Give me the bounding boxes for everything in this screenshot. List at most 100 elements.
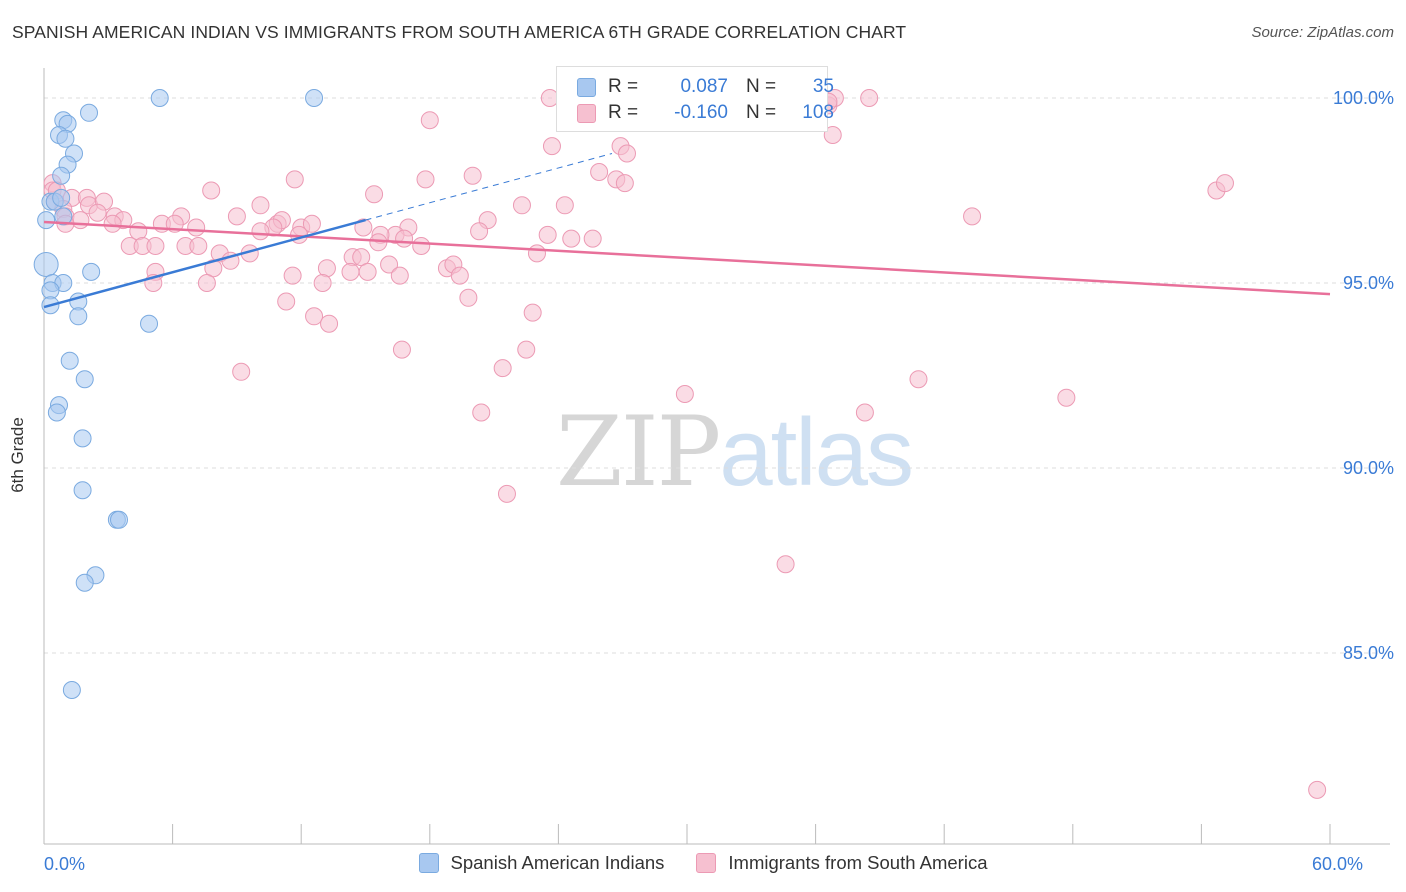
data-point-immigrants [365,185,384,204]
data-point-spanish-american-indian [52,188,71,207]
source-label: Source: ZipAtlas.com [1251,24,1394,41]
data-point-immigrants [675,385,694,403]
legend-n-label: N = [746,102,777,123]
legend-label: Immigrants from South America [728,852,988,873]
x-tick-label: 0.0% [44,854,85,874]
legend-n-label: N = [746,76,777,97]
data-point-immigrants [341,262,360,281]
data-point-spanish-american-indian [62,681,81,699]
correlation-legend: R = 0.087 N = 35 R = -0.160 N = 108 [556,66,834,132]
data-point-immigrants [103,214,122,233]
chart-title: SPANISH AMERICAN INDIAN VS IMMIGRANTS FR… [12,22,907,42]
data-point-immigrants [555,196,574,215]
data-point-immigrants [463,166,482,185]
legend-n-value: 35 [812,76,834,97]
data-point-immigrants [416,170,435,189]
legend-r-label: R = [608,102,639,123]
data-point-immigrants [615,174,634,193]
data-point-immigrants [493,359,512,378]
legend-row-blue: R = 0.087 N = 35 [577,75,834,99]
data-point-immigrants [470,222,489,241]
data-point-immigrants [497,484,516,503]
data-point-immigrants [860,89,879,107]
data-point-immigrants [527,244,546,263]
data-point-immigrants [251,196,270,215]
data-point-immigrants [197,274,216,292]
data-point-immigrants [512,196,531,215]
x-tick-label: 60.0% [1312,854,1363,874]
data-point-spanish-american-indian [52,166,71,185]
data-point-immigrants [146,237,165,255]
data-point-immigrants [855,403,874,422]
data-point-immigrants [542,137,561,156]
data-point-immigrants [562,229,581,248]
data-point-immigrants [450,266,469,285]
data-point-immigrants [313,274,332,292]
data-point-immigrants [523,303,542,322]
data-point-spanish-american-indian [140,314,159,333]
data-point-immigrants [187,218,206,237]
legend-r-value: 0.087 [680,76,728,97]
data-point-immigrants [285,170,304,189]
data-point-immigrants [369,233,388,252]
legend-n-value: 108 [802,102,834,123]
data-point-immigrants [909,370,928,389]
data-point-immigrants [823,126,842,144]
legend-swatch-blue [418,853,439,873]
data-point-immigrants [617,144,636,163]
data-point-immigrants [227,207,246,226]
data-point-spanish-american-indian [54,207,73,226]
y-tick-label: 100.0% [1333,88,1394,108]
legend-swatch-pink [577,103,596,123]
data-point-spanish-american-indian [73,429,92,448]
legend-item-immigrants-from-south-america: Immigrants from South America [696,852,988,874]
data-point-immigrants [392,340,411,359]
data-point-immigrants [776,555,795,574]
legend-swatch-blue [577,77,596,97]
trendline-immigrants [43,220,1331,296]
data-point-immigrants [251,222,270,241]
data-point-spanish-american-indian [33,252,59,277]
y-tick-label: 90.0% [1343,458,1394,478]
watermark: ZIPatlas [556,396,914,508]
legend-r-label: R = [608,76,639,97]
data-point-spanish-american-indian [37,211,56,230]
data-point-immigrants [305,307,324,326]
data-point-immigrants [88,203,107,222]
data-point-immigrants [358,262,377,281]
watermark-atlas: atlas [719,399,914,506]
data-point-immigrants [459,288,478,307]
data-point-immigrants [277,292,296,311]
data-point-immigrants [517,340,536,359]
watermark-zip: ZIP [556,396,721,508]
y-tick-label: 95.0% [1343,273,1394,293]
data-point-immigrants [302,214,321,233]
legend-item-spanish-american-indians: Spanish American Indians [418,852,665,874]
data-point-immigrants [1215,174,1234,193]
data-point-spanish-american-indian [150,89,169,107]
legend-label: Spanish American Indians [450,852,665,873]
data-point-spanish-american-indian [82,262,101,281]
legend-r-value: -0.160 [674,102,728,123]
data-point-immigrants [71,211,90,230]
trendline-spanish-american-indians [43,218,366,309]
data-point-spanish-american-indian [75,370,94,389]
data-point-immigrants [538,225,557,244]
data-point-spanish-american-indian [110,510,129,529]
data-point-immigrants [354,218,373,237]
data-point-spanish-american-indian [305,89,324,107]
data-point-immigrants [352,248,371,267]
data-point-immigrants [202,181,221,200]
data-point-immigrants [232,362,251,381]
data-point-spanish-american-indian [69,307,88,326]
data-point-spanish-american-indian [73,481,92,500]
data-point-spanish-american-indian [75,573,94,592]
data-point-immigrants [412,237,431,255]
data-point-immigrants [390,266,409,285]
data-point-immigrants [1308,780,1327,799]
data-point-spanish-american-indian [80,103,99,122]
legend-swatch-pink [696,853,717,873]
data-point-immigrants [420,111,439,130]
y-tick-label: 85.0% [1343,643,1394,663]
